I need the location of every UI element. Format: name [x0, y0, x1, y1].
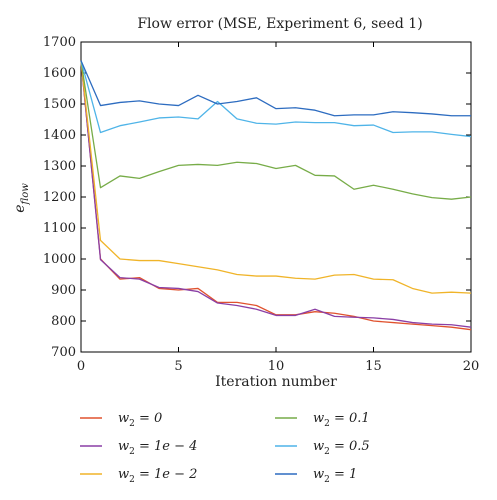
series-line-1 — [80, 60, 472, 328]
legend-item: w2 = 0.1 — [275, 411, 370, 429]
y-axis-label: eflow — [12, 183, 31, 213]
legend-item: w2 = 0 — [80, 411, 162, 429]
y-tick-label: 700 — [51, 345, 76, 360]
series-line-2 — [80, 60, 472, 294]
x-tick-label: 10 — [268, 359, 285, 374]
y-axis: 700 800 900 1000 1100 1200 1300 1400 1500 1600 170… — [43, 35, 471, 360]
series-line-5 — [80, 60, 471, 117]
legend-label: w2 = 1e − 2 — [118, 467, 197, 485]
plot-area — [80, 41, 472, 353]
legend-item: w2 = 1 — [275, 467, 357, 485]
y-tick-label: 800 — [51, 314, 76, 329]
svg-text:eflow: eflow — [12, 183, 31, 213]
x-tick-label: 0 — [77, 359, 85, 374]
x-tick-label: 15 — [365, 359, 382, 374]
y-tick-label: 900 — [51, 283, 76, 298]
y-axis-label-main: e — [12, 204, 28, 212]
x-tick-label: 20 — [463, 359, 480, 374]
series-line-3 — [80, 60, 472, 200]
series-line-4 — [80, 60, 472, 138]
legend-item: w2 = 1e − 4 — [80, 439, 197, 457]
x-axis-label: Iteration number — [215, 374, 337, 390]
legend-label: w2 = 0.5 — [313, 439, 370, 457]
legend-item: w2 = 0.5 — [275, 439, 370, 457]
y-tick-label: 1500 — [43, 97, 76, 112]
y-tick-label: 1400 — [43, 128, 76, 143]
legend-label: w2 = 0 — [118, 411, 162, 429]
x-tick-label: 5 — [174, 359, 182, 374]
x-axis: 0 5 10 15 20 — [77, 42, 479, 374]
y-tick-label: 1600 — [43, 66, 76, 81]
legend-label: w2 = 1 — [313, 467, 357, 485]
y-tick-label: 1200 — [43, 190, 76, 205]
plot-frame — [80, 41, 472, 353]
y-tick-label: 1000 — [43, 252, 76, 267]
chart-title: Flow error (MSE, Experiment 6, seed 1) — [137, 16, 422, 32]
legend: w2 = 0 w2 = 1e − 4 w2 = 1e − 2 w2 = 0.1 w2 =… — [80, 411, 370, 485]
legend-label: w2 = 1e − 4 — [118, 439, 197, 457]
y-tick-label: 1300 — [43, 159, 76, 174]
y-tick-label: 1700 — [43, 35, 76, 50]
legend-label: w2 = 0.1 — [313, 411, 370, 429]
series-lines — [80, 60, 472, 331]
legend-item: w2 = 1e − 2 — [80, 467, 197, 485]
y-tick-label: 1100 — [43, 221, 76, 236]
y-axis-label-sub: flow — [20, 183, 31, 206]
